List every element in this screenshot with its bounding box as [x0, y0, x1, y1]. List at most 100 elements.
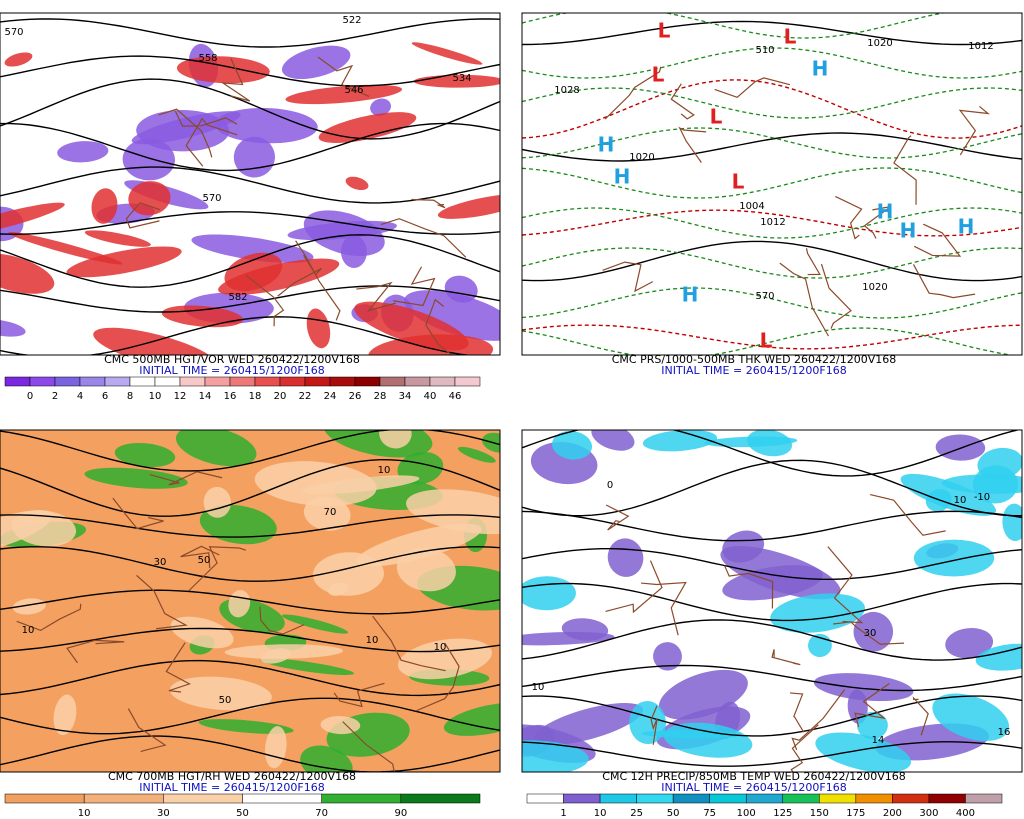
state-border: [66, 639, 125, 664]
contour-label: 70: [324, 507, 337, 518]
map: [0, 430, 500, 772]
contour-label: 570: [755, 291, 774, 302]
state-border: [641, 581, 687, 636]
state-border: [411, 198, 446, 209]
shaded-area: [522, 740, 589, 772]
shaded-area: [260, 658, 355, 676]
shaded-area: [4, 52, 33, 67]
shaded-area: [354, 301, 469, 351]
state-border: [333, 682, 385, 708]
contour-label: 14: [872, 735, 885, 746]
shaded-area: [91, 188, 118, 224]
colorbar-swatch: [4, 376, 31, 387]
high-marker: H: [614, 165, 631, 189]
state-border: [317, 56, 370, 97]
state-border: [372, 615, 446, 672]
thickness-contour: [522, 327, 1016, 355]
shaded-area: [396, 547, 456, 592]
shaded-area: [370, 98, 391, 116]
colorbar-swatch: [965, 793, 1003, 804]
colorbar-swatch: [254, 376, 281, 387]
contour-label: 546: [344, 85, 363, 96]
colorbar-label: 100: [737, 808, 756, 819]
high-marker: H: [958, 215, 975, 239]
contour-label: 582: [228, 292, 247, 303]
state-border: [863, 206, 891, 239]
shaded-area: [641, 730, 742, 739]
colorbar-label: 12: [174, 391, 187, 402]
colorbar-swatch: [354, 376, 381, 387]
shaded-area: [913, 539, 995, 577]
shaded-area: [57, 141, 109, 163]
colorbar-label: 75: [703, 808, 716, 819]
colorbar-swatch: [54, 376, 81, 387]
shaded-area: [406, 489, 500, 535]
colorbar-label: 24: [324, 391, 337, 402]
colorbar-label: 200: [883, 808, 902, 819]
contour-label: 1020: [867, 38, 892, 49]
state-border: [158, 108, 213, 158]
contour: [522, 20, 1022, 46]
state-border: [605, 560, 663, 614]
colorbar-label: 2: [52, 391, 58, 402]
shaded-area: [945, 627, 994, 659]
contour-label: 1020: [862, 282, 887, 293]
state-border: [958, 105, 991, 156]
shaded-area: [437, 193, 500, 219]
colorbar-label: 10: [149, 391, 162, 402]
colorbar-label: 26: [349, 391, 362, 402]
state-border: [380, 218, 467, 258]
colorbar-label: 30: [157, 808, 170, 819]
shaded-area: [813, 673, 914, 702]
contour-label: 522: [342, 15, 361, 26]
shaded-area: [306, 308, 331, 349]
state-border: [670, 83, 695, 120]
colorbar-label: 18: [249, 391, 262, 402]
colorbar-swatch: [526, 793, 564, 804]
contour-label: 10: [366, 635, 379, 646]
thickness-contour: [522, 13, 947, 39]
shaded-area: [169, 676, 272, 711]
shaded-area: [254, 461, 377, 507]
map-panel: 570 558 546 534 522 570 582 CMC 500MB HGT/VOR W…: [0, 12, 501, 402]
colorbar-label: 10: [78, 808, 91, 819]
colorbar-swatch: [928, 793, 966, 804]
shaded-area: [815, 732, 912, 772]
shaded-area: [198, 719, 294, 734]
state-border: [149, 471, 223, 486]
high-marker: H: [682, 283, 699, 307]
colorbar-label: 1: [560, 808, 566, 819]
state-border: [805, 248, 821, 276]
contour: [0, 735, 500, 772]
colorbar-label: 8: [127, 391, 133, 402]
thickness-contour: [522, 167, 1022, 199]
shaded-area: [457, 446, 496, 463]
colorbar-label: 46: [449, 391, 462, 402]
thickness-contour: [522, 127, 1022, 159]
contour-label: 558: [198, 53, 217, 64]
state-border: [791, 689, 846, 751]
shaded-area: [0, 253, 55, 294]
low-marker: L: [658, 19, 671, 43]
contour: [0, 430, 500, 472]
contour: [522, 548, 1022, 580]
shaded-area: [303, 496, 351, 531]
shaded-area: [84, 467, 188, 489]
map-frame: [521, 429, 1023, 773]
contour-label: 1004: [739, 201, 764, 212]
state-border: [425, 298, 453, 355]
state-border: [789, 692, 805, 733]
shaded-area: [114, 442, 176, 468]
colorbar-swatch: [304, 376, 331, 387]
shaded-area: [853, 611, 894, 652]
map-frame: [521, 12, 1023, 356]
contour-label: 1028: [554, 85, 579, 96]
map: [522, 430, 1022, 772]
colorbar-swatch: [379, 376, 406, 387]
shaded-area: [653, 642, 682, 671]
shaded-area: [318, 112, 417, 143]
colorbar-swatch: [599, 793, 637, 804]
contour: [0, 78, 500, 140]
contour: [522, 741, 1022, 767]
state-border: [277, 254, 322, 297]
